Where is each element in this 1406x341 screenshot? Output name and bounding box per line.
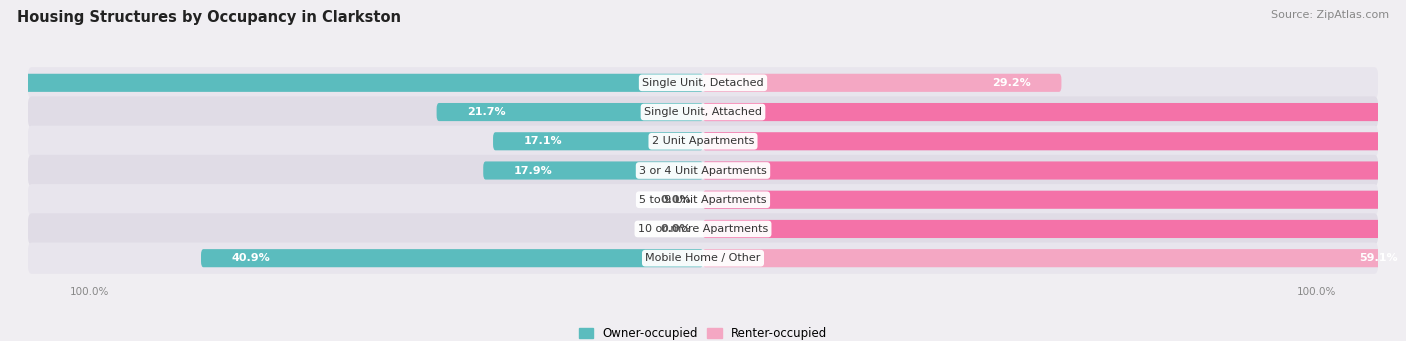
Legend: Owner-occupied, Renter-occupied: Owner-occupied, Renter-occupied xyxy=(579,327,827,340)
Text: 0.0%: 0.0% xyxy=(659,195,690,205)
Text: 10 or more Apartments: 10 or more Apartments xyxy=(638,224,768,234)
Text: Single Unit, Detached: Single Unit, Detached xyxy=(643,78,763,88)
Text: 2 Unit Apartments: 2 Unit Apartments xyxy=(652,136,754,146)
FancyBboxPatch shape xyxy=(28,242,1378,274)
Text: Mobile Home / Other: Mobile Home / Other xyxy=(645,253,761,263)
FancyBboxPatch shape xyxy=(28,155,1378,186)
FancyBboxPatch shape xyxy=(28,125,1378,157)
FancyBboxPatch shape xyxy=(703,161,1406,180)
Text: 3 or 4 Unit Apartments: 3 or 4 Unit Apartments xyxy=(640,165,766,176)
Text: 29.2%: 29.2% xyxy=(991,78,1031,88)
FancyBboxPatch shape xyxy=(0,74,703,92)
FancyBboxPatch shape xyxy=(28,67,1378,99)
FancyBboxPatch shape xyxy=(703,132,1406,150)
FancyBboxPatch shape xyxy=(703,191,1406,209)
Text: 21.7%: 21.7% xyxy=(467,107,506,117)
FancyBboxPatch shape xyxy=(28,213,1378,244)
Text: 40.9%: 40.9% xyxy=(232,253,270,263)
Text: Source: ZipAtlas.com: Source: ZipAtlas.com xyxy=(1271,10,1389,20)
FancyBboxPatch shape xyxy=(201,249,703,267)
FancyBboxPatch shape xyxy=(703,103,1406,121)
FancyBboxPatch shape xyxy=(494,132,703,150)
Text: 0.0%: 0.0% xyxy=(659,224,690,234)
FancyBboxPatch shape xyxy=(484,161,703,180)
Text: 17.1%: 17.1% xyxy=(524,136,562,146)
FancyBboxPatch shape xyxy=(28,184,1378,216)
Text: 5 to 9 Unit Apartments: 5 to 9 Unit Apartments xyxy=(640,195,766,205)
FancyBboxPatch shape xyxy=(703,220,1406,238)
FancyBboxPatch shape xyxy=(703,74,1062,92)
Text: Single Unit, Attached: Single Unit, Attached xyxy=(644,107,762,117)
FancyBboxPatch shape xyxy=(28,97,1378,128)
FancyBboxPatch shape xyxy=(437,103,703,121)
FancyBboxPatch shape xyxy=(703,249,1406,267)
Text: 59.1%: 59.1% xyxy=(1358,253,1398,263)
Text: Housing Structures by Occupancy in Clarkston: Housing Structures by Occupancy in Clark… xyxy=(17,10,401,25)
Text: 17.9%: 17.9% xyxy=(515,165,553,176)
